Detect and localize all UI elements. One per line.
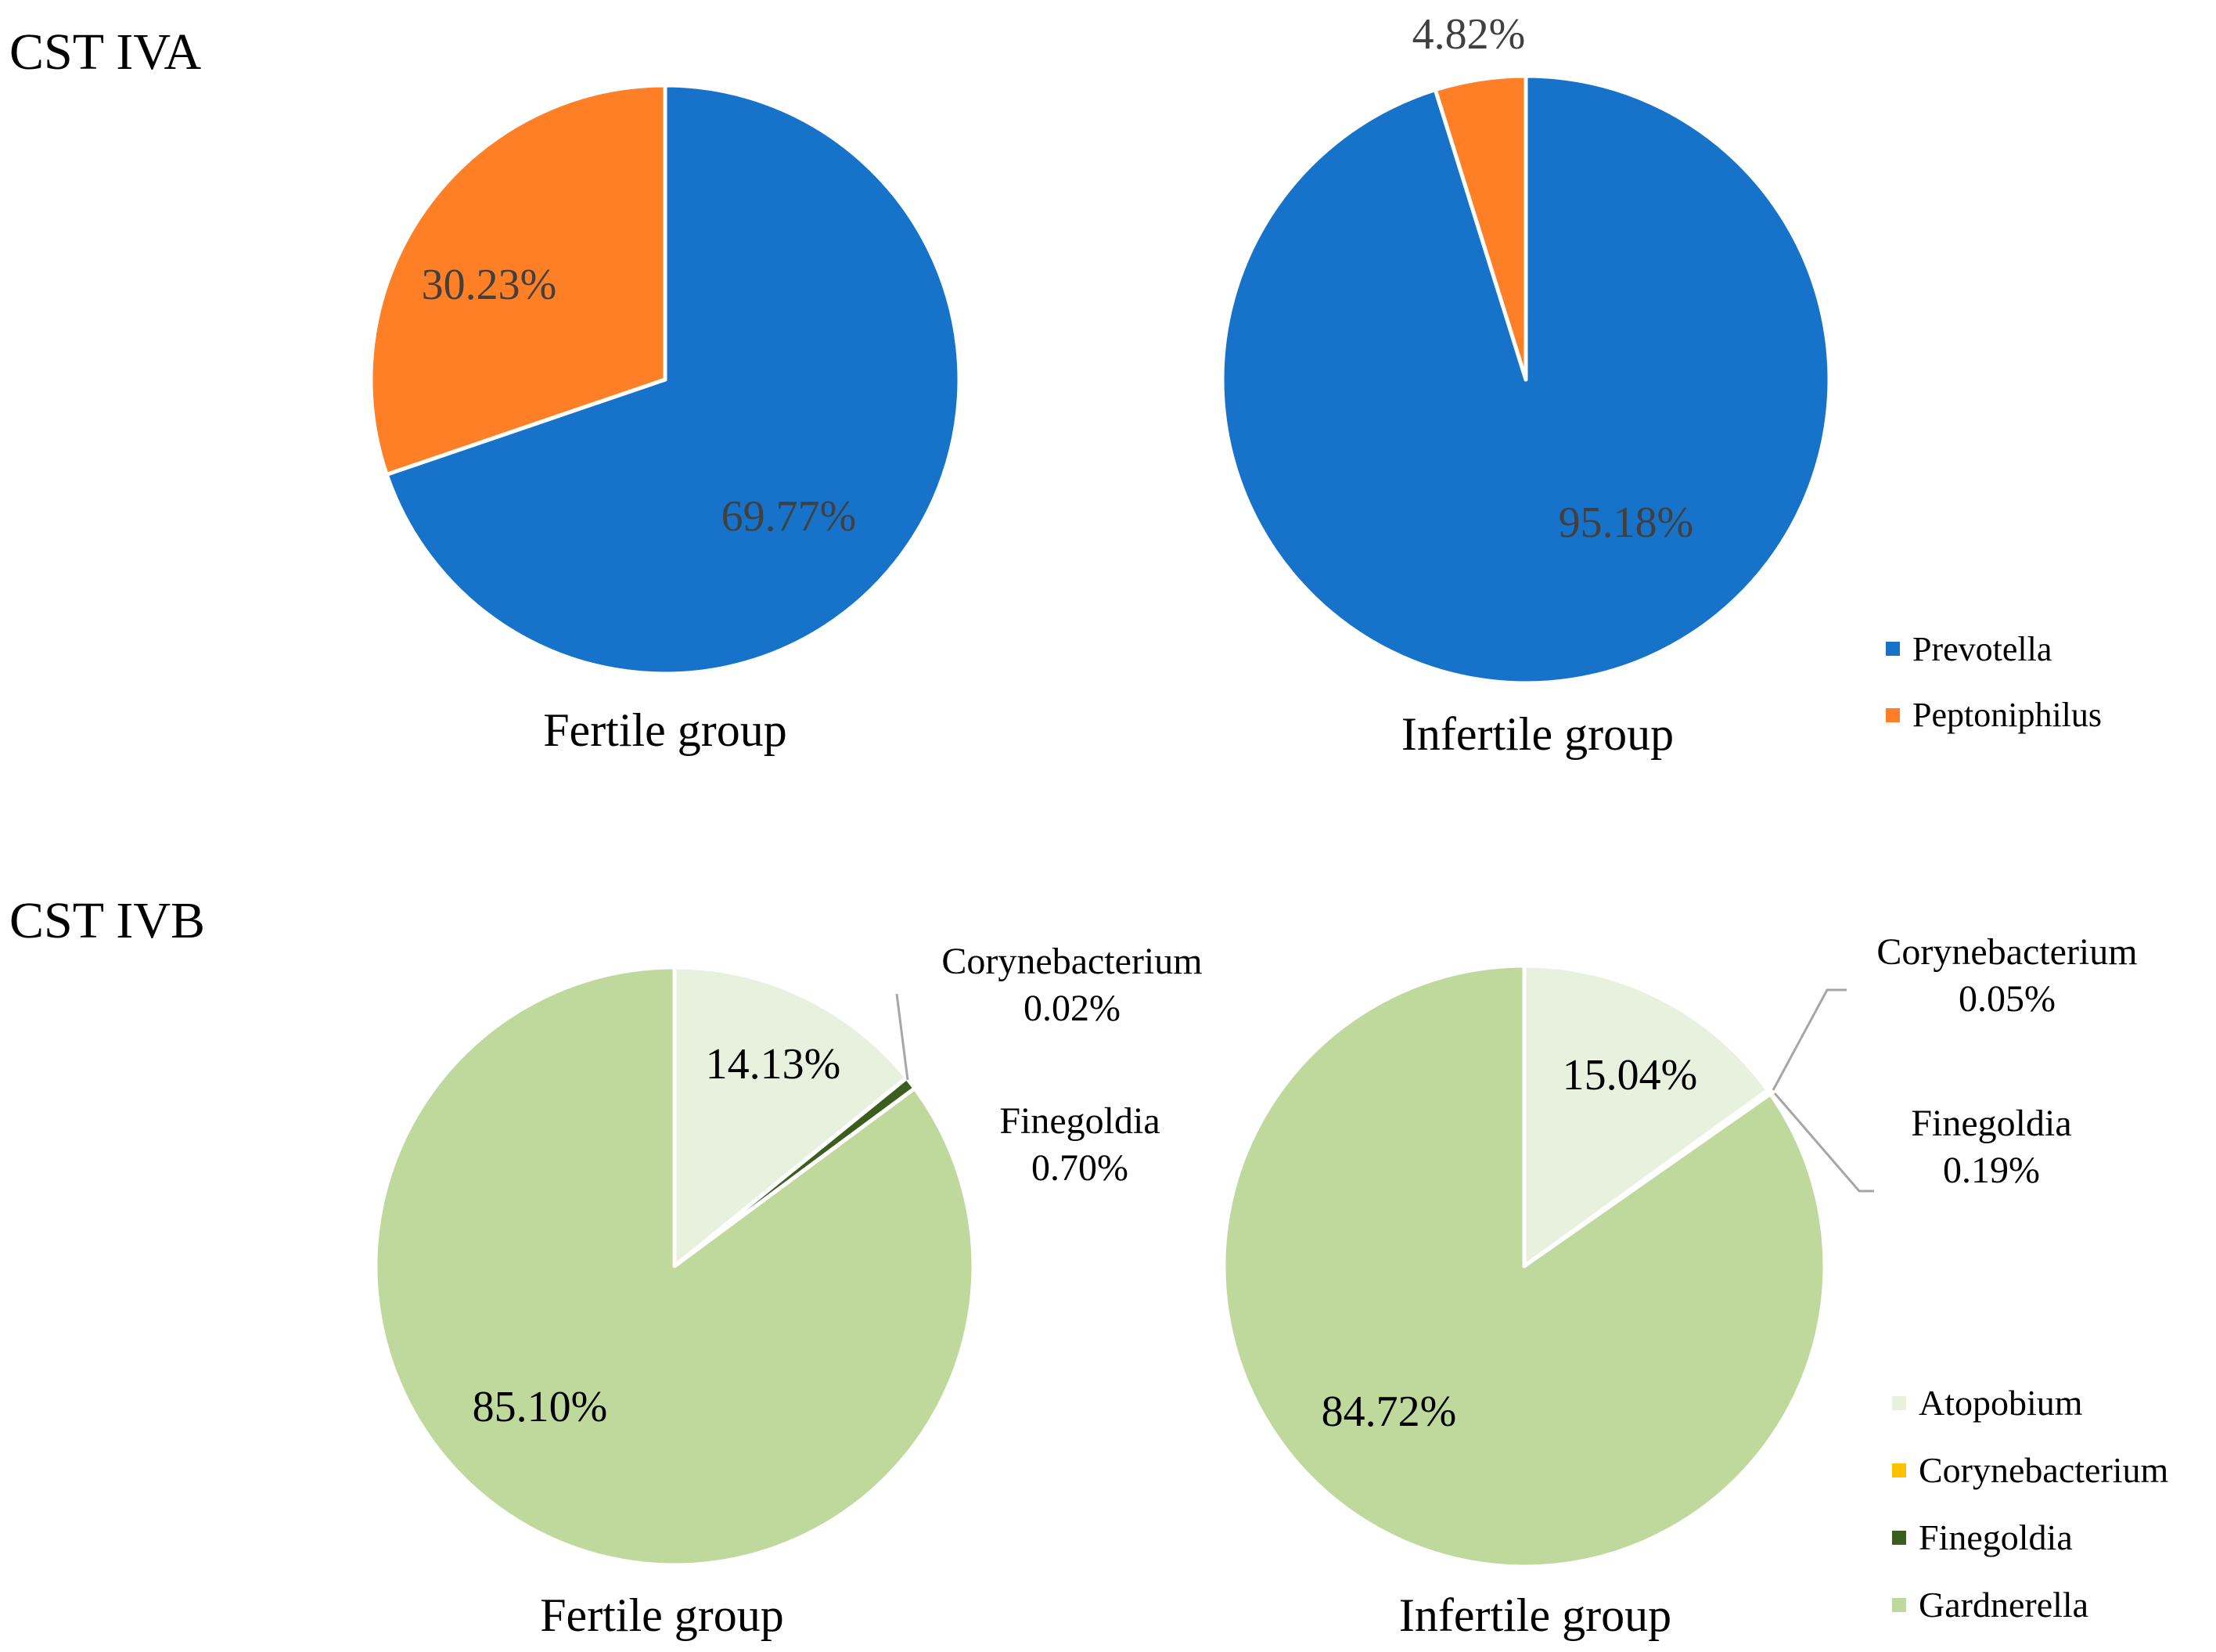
data-label: 84.72% xyxy=(1322,1387,1457,1436)
leader-line xyxy=(895,993,909,1081)
legend-label: Prevotella xyxy=(1912,630,2052,668)
pie-slice-gardnerella xyxy=(1221,963,1827,1569)
legend-label: Corynebacterium xyxy=(1919,1450,2169,1490)
chart-label: Infertile group xyxy=(1399,1589,1671,1641)
legend-item: Prevotella xyxy=(1886,630,2052,668)
chart-label: Infertile group xyxy=(1401,708,1674,760)
pie-slice-atopobium xyxy=(1522,963,1770,1269)
chart-label: Fertile group xyxy=(543,704,787,756)
pie-chart-infertile: 95.18% 4.82% xyxy=(1220,10,1832,686)
legend-label: Atopobium xyxy=(1919,1383,2083,1423)
callout-value: 0.19% xyxy=(1943,1150,2040,1191)
leader-line xyxy=(1773,1092,1874,1193)
legend-swatch xyxy=(1892,1531,1906,1545)
panel-title: CST IVB xyxy=(9,892,205,949)
legend-swatch xyxy=(1886,642,1900,656)
data-label: 69.77% xyxy=(721,492,857,541)
legend-item: Gardnerella xyxy=(1892,1585,2088,1625)
pie-slice-peptoniphilus xyxy=(369,83,667,477)
pie-slice-prevotella xyxy=(1220,74,1832,686)
callout-value: 0.70% xyxy=(1031,1147,1128,1189)
callout-name: Finegoldia xyxy=(1911,1103,2071,1144)
callout-name: Corynebacterium xyxy=(1876,931,2137,973)
pie-slice-prevotella xyxy=(384,83,962,676)
pie-chart-infertile: 15.04% Corynebacterium 0.05% Finegoldia 0.19… xyxy=(1221,931,2138,1569)
callout-name: Finegoldia xyxy=(999,1100,1160,1142)
pie-slice-gardnerella xyxy=(373,965,976,1567)
legend-swatch xyxy=(1892,1463,1906,1477)
leader-line xyxy=(1772,988,1847,1091)
pie-chart-fertile: 69.77% 30.23% xyxy=(369,83,962,676)
data-label: 95.18% xyxy=(1559,498,1694,547)
legend-swatch xyxy=(1892,1598,1906,1612)
callout-value: 0.05% xyxy=(1959,978,2056,1020)
legend-item: Atopobium xyxy=(1892,1383,2083,1423)
pie-chart-fertile: 14.13% Corynebacterium 0.02% Finegoldia 0.70… xyxy=(373,941,1203,1567)
legend-label: Finegoldia xyxy=(1919,1517,2073,1557)
legend-swatch xyxy=(1886,708,1900,722)
legend: Prevotella Peptoniphilus xyxy=(1886,630,2102,734)
pie-slice-atopobium xyxy=(672,965,908,1269)
panel-title: CST IVA xyxy=(9,23,201,81)
data-label: 30.23% xyxy=(422,261,557,309)
data-label: 4.82% xyxy=(1412,10,1526,59)
data-label: 15.04% xyxy=(1563,1051,1698,1100)
data-label: 85.10% xyxy=(473,1383,608,1431)
chart-label: Fertile group xyxy=(540,1589,784,1641)
legend-label: Peptoniphilus xyxy=(1912,696,2102,734)
callout-value: 0.02% xyxy=(1023,988,1121,1029)
pie-slice-peptoniphilus xyxy=(1433,74,1528,382)
legend-item: Corynebacterium xyxy=(1892,1450,2169,1490)
legend-label: Gardnerella xyxy=(1919,1585,2088,1625)
callout-name: Corynebacterium xyxy=(941,941,1202,982)
legend: Atopobium Corynebacterium Finegoldia Gar… xyxy=(1892,1383,2169,1625)
legend-item: Finegoldia xyxy=(1892,1517,2073,1557)
panel-cst-iva: CST IVA 69.77% 30.23% Fertile group 95.18… xyxy=(9,10,2102,760)
legend-item: Peptoniphilus xyxy=(1886,696,2102,734)
legend-swatch xyxy=(1892,1396,1906,1410)
data-label: 14.13% xyxy=(706,1040,841,1089)
panel-cst-ivb: CST IVB 14.13% Corynebacterium 0.02% Finego… xyxy=(9,892,2169,1641)
